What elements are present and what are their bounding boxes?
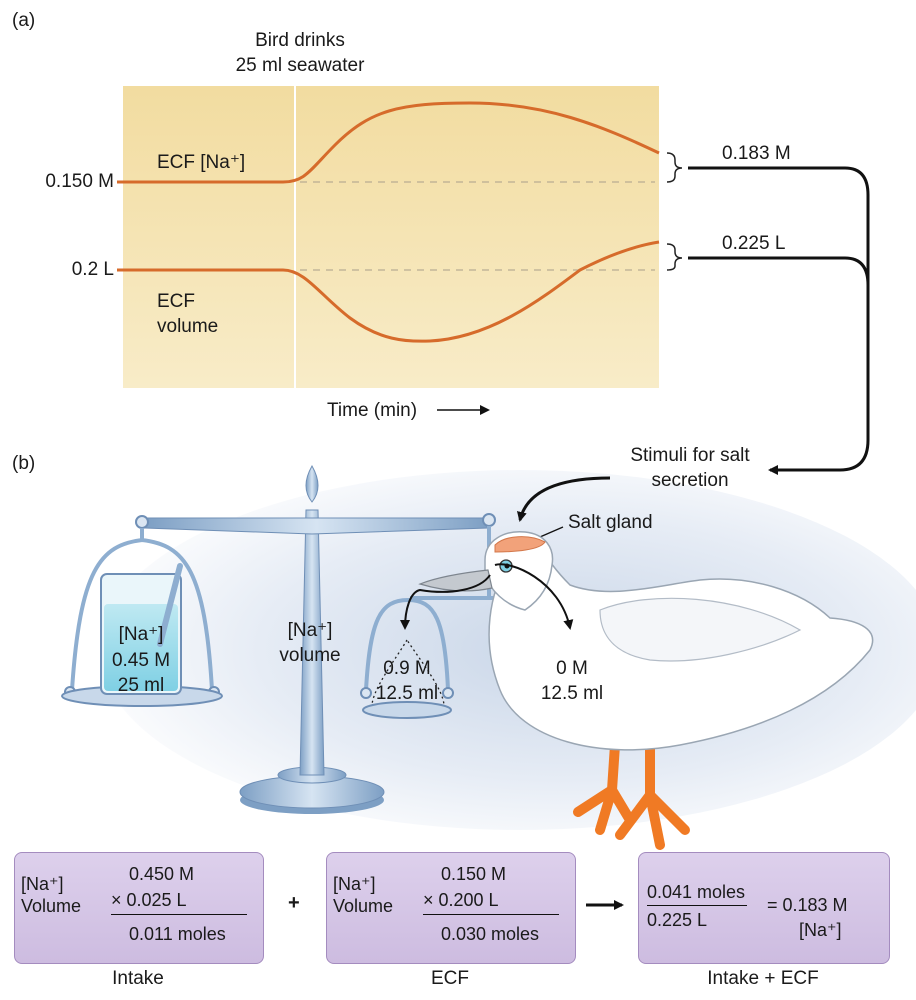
ecf-value-1: 0.150 M (441, 864, 507, 884)
glass-label-line1: [Na⁺] (118, 624, 164, 645)
salt-gland (494, 536, 546, 553)
ecf-label-volume: Volume (333, 896, 394, 916)
intake-box: [Na⁺] Volume 0.450 M × 0.025 L 0.011 mol… (14, 852, 264, 964)
middle-ring-r (442, 687, 454, 699)
total-equals: = 0.183 M (767, 895, 848, 915)
pan-right-line2: 12.5 ml (540, 683, 604, 704)
bird-wing (599, 597, 802, 662)
curve-label-vol-line1: ECF (157, 291, 195, 312)
salt-gland-label: Salt gland (568, 512, 653, 533)
scale-pointer (305, 464, 319, 503)
chart-area (123, 86, 659, 388)
y-tick-na: 0.150 M (45, 171, 114, 192)
total-unit: [Na⁺] (799, 920, 842, 940)
stimuli-line2: secretion (651, 470, 729, 491)
pan-right-line1: 0 M (556, 658, 588, 679)
intake-label-volume: Volume (21, 896, 82, 916)
bird-leg-right (615, 730, 690, 850)
glass-label-line3: 25 ml (117, 675, 165, 696)
glass-label-line2: 0.45 M (111, 650, 171, 671)
event-label-line1: Bird drinks (255, 30, 345, 51)
intake-value-1: 0.450 M (129, 864, 195, 884)
na-brace (666, 152, 683, 183)
glass-straw (157, 563, 183, 647)
ecf-rule (423, 914, 559, 915)
intake-result: 0.011 moles (129, 924, 226, 944)
left-hanger (70, 528, 214, 691)
middle-pan (362, 701, 452, 719)
ecf-value-2: × 0.200 L (423, 890, 499, 910)
result-vol: 0.225 L (722, 233, 786, 254)
stimuli-line1: Stimuli for salt (630, 445, 750, 466)
y-tick-vol: 0.2 L (71, 259, 114, 280)
curve-label-na: ECF [Na⁺] (157, 152, 246, 173)
pan-left-line2: 12.5 ml (375, 683, 439, 704)
vol-connector (688, 256, 870, 286)
total-box: 0.041 moles 0.225 L = 0.183 M [Na⁺] (638, 852, 890, 964)
intake-caption: Intake (112, 968, 164, 989)
ecf-caption: ECF (431, 968, 469, 989)
middle-hanger (364, 598, 450, 691)
scale-pillar (299, 509, 325, 776)
stimuli-arrow (516, 476, 611, 522)
result-na: 0.183 M (722, 143, 791, 164)
total-caption: Intake + ECF (707, 968, 819, 989)
panel-b-label: (b) (12, 453, 36, 474)
ecf-label-na: [Na⁺] (333, 874, 376, 894)
intake-label-na: [Na⁺] (21, 874, 64, 894)
total-denominator: 0.225 L (647, 910, 708, 930)
curve-ecf-na (123, 101, 660, 184)
plus-sign: + (288, 892, 300, 914)
vol-brace (666, 243, 683, 271)
beam-knob-left (135, 515, 149, 529)
ecf-result: 0.030 moles (441, 924, 540, 944)
total-rule (647, 905, 747, 906)
middle-ring-l (360, 687, 372, 699)
beam-label-line1: [Na⁺] (287, 620, 333, 641)
pan-left-line1: 0.9 M (383, 658, 431, 679)
glass-water (104, 604, 178, 691)
total-numerator: 0.041 moles (647, 882, 746, 902)
na-connector (688, 166, 870, 475)
bird (400, 531, 874, 850)
curve-label-vol-line2: volume (157, 316, 219, 337)
curve-ecf-volume (123, 240, 660, 343)
beam-knob-right (482, 513, 496, 527)
panel-a-label: (a) (12, 10, 36, 31)
salt-flow-arrow (400, 574, 491, 630)
water-flow-arrow (494, 563, 574, 630)
x-axis-label: Time (min) (327, 400, 418, 421)
intake-value-2: × 0.025 L (111, 890, 187, 910)
beam-label-line2: volume (279, 645, 341, 666)
event-label-line2: 25 ml seawater (235, 55, 365, 76)
ecf-box: [Na⁺] Volume 0.150 M × 0.200 L 0.030 mol… (326, 852, 576, 964)
intake-rule (111, 914, 247, 915)
